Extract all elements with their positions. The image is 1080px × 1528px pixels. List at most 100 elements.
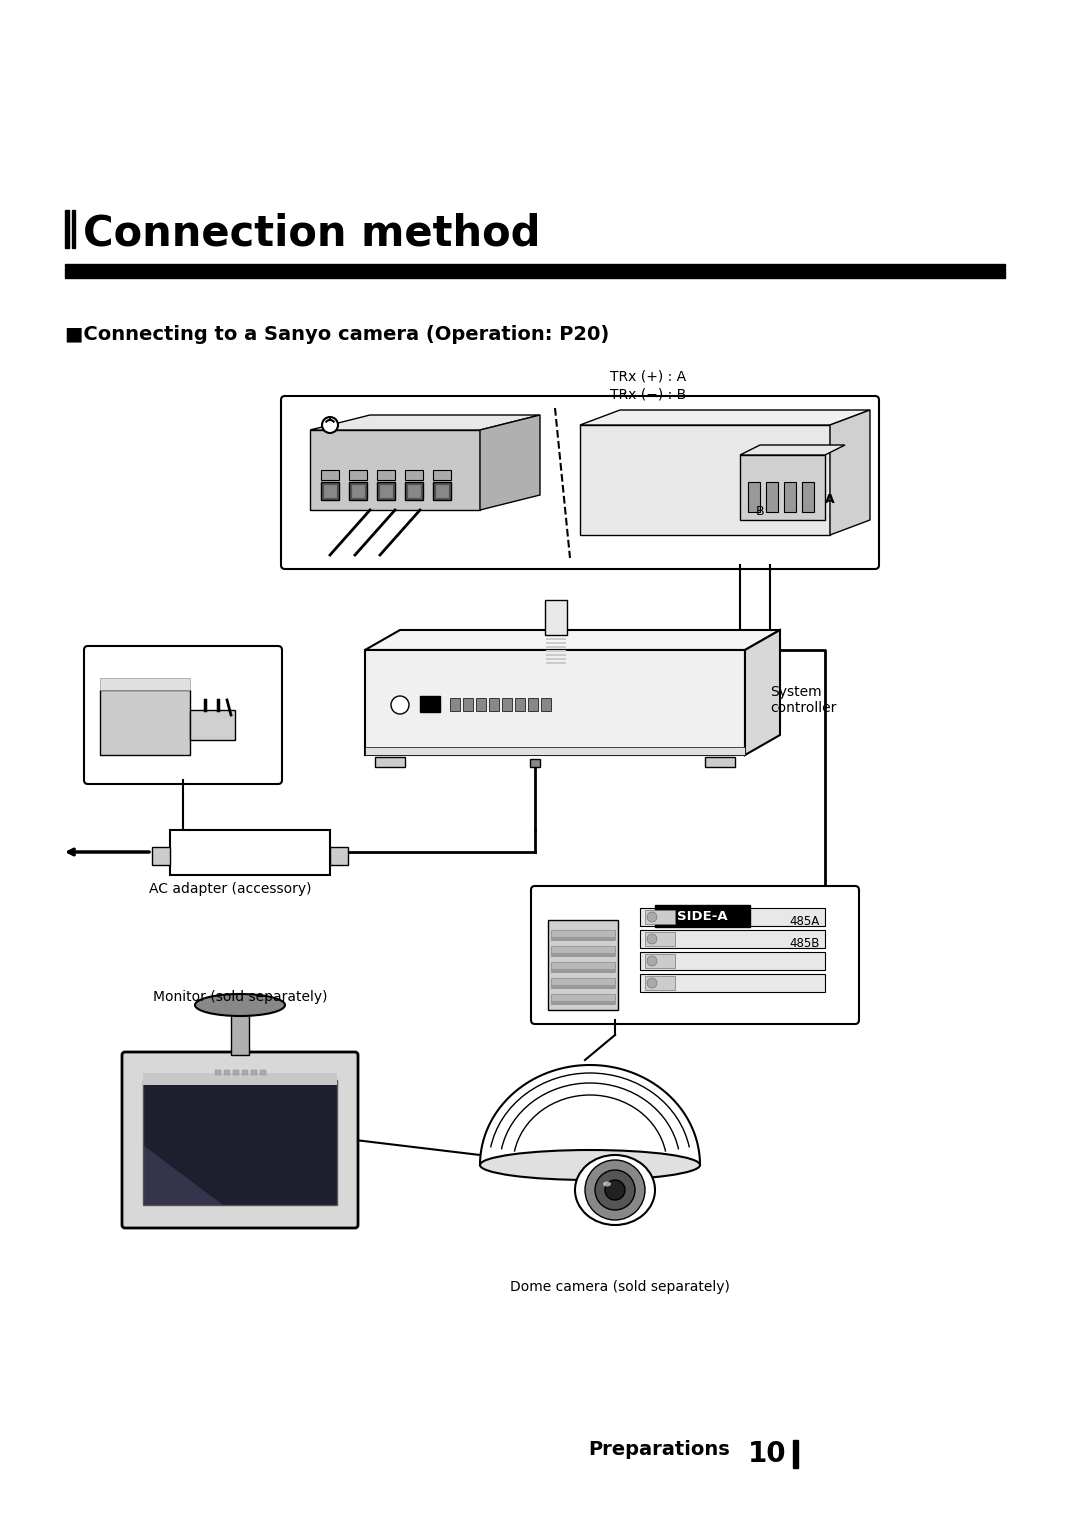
Bar (349, 471, 367, 480)
Bar (551, 931, 615, 940)
Bar (546, 646, 566, 648)
Bar (551, 986, 615, 989)
Bar (100, 678, 190, 691)
Text: A: A (825, 494, 835, 506)
Bar (546, 662, 566, 665)
Bar (793, 1439, 798, 1468)
Bar (551, 963, 615, 972)
Bar (546, 654, 566, 656)
Polygon shape (745, 630, 780, 755)
Polygon shape (480, 1065, 700, 1164)
Bar (551, 937, 615, 940)
Bar (528, 698, 538, 711)
Bar (321, 481, 339, 500)
Text: AC adapter (accessory): AC adapter (accessory) (149, 882, 311, 895)
FancyBboxPatch shape (531, 886, 859, 1024)
Bar (365, 649, 745, 755)
Bar (170, 830, 330, 876)
Bar (580, 425, 831, 535)
Bar (551, 1001, 615, 1004)
Bar (546, 659, 566, 660)
Circle shape (647, 978, 657, 989)
Bar (645, 911, 675, 924)
Ellipse shape (195, 995, 285, 1016)
Ellipse shape (480, 1151, 700, 1180)
Polygon shape (310, 416, 540, 429)
Bar (143, 1073, 337, 1085)
Bar (551, 946, 615, 957)
Bar (405, 481, 423, 500)
Bar (377, 471, 395, 480)
Bar (545, 601, 567, 636)
Bar (551, 953, 615, 957)
Text: Preparations: Preparations (589, 1439, 730, 1459)
Bar (65, 209, 69, 248)
Text: 10: 10 (748, 1439, 786, 1468)
Text: 485A: 485A (789, 915, 820, 927)
Bar (645, 932, 675, 946)
Bar (740, 455, 825, 520)
Circle shape (595, 1170, 635, 1210)
Bar (463, 698, 473, 711)
Text: TRx (−) : B: TRx (−) : B (610, 387, 686, 400)
Bar (640, 952, 825, 970)
Bar (433, 481, 451, 500)
Bar (365, 747, 745, 755)
Bar (405, 471, 423, 480)
Text: ■Connecting to a Sanyo camera (Operation: P20): ■Connecting to a Sanyo camera (Operation… (65, 325, 609, 344)
Bar (766, 481, 778, 512)
Text: B: B (756, 504, 765, 518)
Circle shape (322, 417, 338, 432)
Ellipse shape (603, 1181, 611, 1187)
Bar (433, 471, 451, 480)
Bar (215, 1070, 221, 1076)
Bar (260, 1070, 266, 1076)
Bar (645, 953, 675, 969)
Bar (548, 920, 618, 1010)
Bar (65, 264, 1005, 267)
Bar (802, 481, 814, 512)
Bar (645, 976, 675, 990)
Bar (640, 908, 825, 926)
Bar (541, 698, 551, 711)
Bar (748, 481, 760, 512)
FancyBboxPatch shape (281, 396, 879, 568)
Bar (380, 484, 392, 497)
Bar (654, 905, 750, 927)
Circle shape (647, 912, 657, 921)
Polygon shape (143, 1144, 222, 1206)
Bar (546, 649, 566, 652)
Bar (375, 756, 405, 767)
Bar (233, 1070, 239, 1076)
Bar (640, 973, 825, 992)
Text: SIDE-A: SIDE-A (677, 909, 728, 923)
Text: 485B: 485B (789, 937, 820, 950)
Polygon shape (580, 410, 870, 425)
Bar (324, 484, 336, 497)
Bar (408, 484, 420, 497)
Bar (705, 756, 735, 767)
Bar (190, 711, 235, 740)
Bar (100, 691, 190, 755)
FancyBboxPatch shape (122, 1051, 357, 1229)
Bar (152, 847, 170, 865)
Bar (377, 481, 395, 500)
Bar (502, 698, 512, 711)
Bar (551, 978, 615, 989)
Bar (251, 1070, 257, 1076)
Text: Connection method: Connection method (83, 212, 540, 254)
Bar (530, 759, 540, 767)
Circle shape (647, 934, 657, 944)
Text: System
controller: System controller (770, 685, 836, 715)
Bar (551, 969, 615, 972)
Bar (65, 267, 1005, 278)
Circle shape (647, 957, 657, 966)
Text: TRx (+) : A: TRx (+) : A (610, 370, 686, 384)
Bar (420, 695, 440, 712)
Bar (546, 639, 566, 640)
Text: Dome camera (sold separately): Dome camera (sold separately) (510, 1280, 730, 1294)
Bar (330, 847, 348, 865)
Circle shape (391, 695, 409, 714)
Bar (551, 995, 615, 1004)
FancyBboxPatch shape (84, 646, 282, 784)
